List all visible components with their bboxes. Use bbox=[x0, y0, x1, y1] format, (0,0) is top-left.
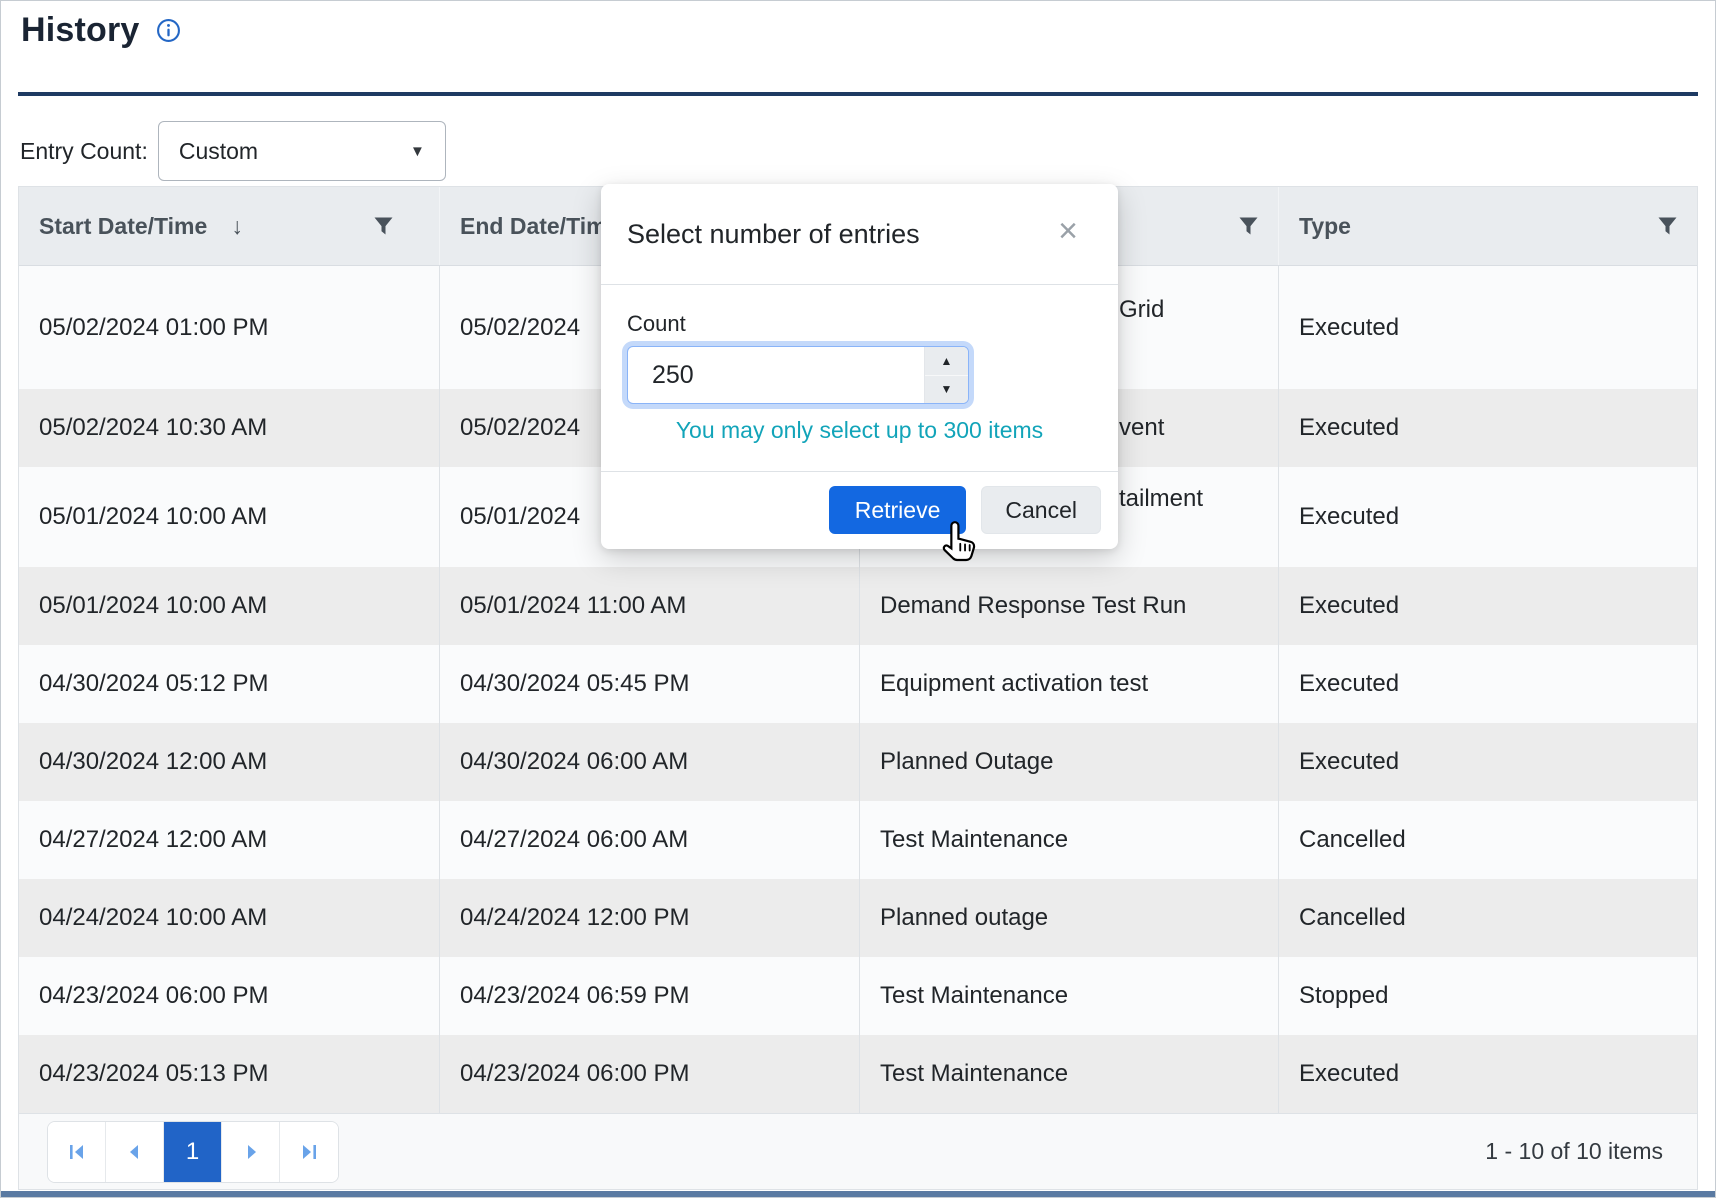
cell-name: Grid bbox=[860, 266, 1279, 389]
cell-end-datetime: 04/24/2024 12:00 PM bbox=[440, 879, 860, 957]
cell-end-datetime: 04/30/2024 06:00 AM bbox=[440, 723, 860, 801]
cell-type: Cancelled bbox=[1299, 904, 1406, 931]
filter-icon[interactable] bbox=[374, 217, 393, 235]
table-row: 04/24/2024 10:00 AM 04/24/2024 12:00 PM … bbox=[19, 879, 1697, 957]
close-icon[interactable]: × bbox=[1058, 212, 1078, 250]
cell-start-datetime: 05/01/2024 10:00 AM bbox=[19, 467, 440, 567]
last-page-icon bbox=[303, 1144, 316, 1159]
cell-start-datetime: 04/24/2024 10:00 AM bbox=[19, 879, 440, 957]
entry-count-value: Custom bbox=[178, 137, 259, 164]
cell-name: Test Maintenance bbox=[860, 1035, 1279, 1113]
first-page-button[interactable] bbox=[48, 1121, 106, 1182]
cell-type: Stopped bbox=[1299, 982, 1389, 1009]
filter-icon[interactable] bbox=[1658, 217, 1677, 235]
cell-name: tailment bbox=[860, 467, 1279, 567]
prev-page-icon bbox=[129, 1144, 138, 1159]
last-page-button[interactable] bbox=[280, 1121, 338, 1182]
table-row: 04/30/2024 05:12 PM 04/30/2024 05:45 PM … bbox=[19, 645, 1697, 723]
entry-count-row: Entry Count: Custom ▼ bbox=[20, 121, 446, 181]
bottom-divider bbox=[1, 1191, 1715, 1197]
cell-type: Cancelled bbox=[1299, 826, 1406, 853]
cell-end-datetime: 04/23/2024 06:00 PM bbox=[440, 1035, 860, 1113]
cell-end-datetime: 05/01/2024 11:00 AM bbox=[440, 567, 860, 645]
cell-type: Executed bbox=[1299, 503, 1400, 530]
arrow-up-icon: ▲ bbox=[940, 353, 953, 368]
table-row: 04/23/2024 06:00 PM 04/23/2024 06:59 PM … bbox=[19, 957, 1697, 1035]
cell-type: Executed bbox=[1299, 414, 1400, 441]
count-numeric-field: ▲ ▼ bbox=[627, 346, 969, 404]
entry-count-dropdown[interactable]: Custom ▼ bbox=[157, 121, 446, 181]
cell-end-datetime: 04/23/2024 06:59 PM bbox=[440, 957, 860, 1035]
cell-name: Planned Outage bbox=[860, 723, 1279, 801]
pagination-bar: 1 1 - 10 of 10 items bbox=[19, 1113, 1697, 1189]
cell-type: Executed bbox=[1299, 592, 1400, 619]
pager-info: 1 - 10 of 10 items bbox=[1485, 1138, 1663, 1164]
count-spinner: ▲ ▼ bbox=[924, 347, 968, 403]
cell-name: Test Maintenance bbox=[860, 801, 1279, 879]
spinner-up-button[interactable]: ▲ bbox=[925, 347, 968, 376]
dialog-title: Select number of entries bbox=[627, 218, 920, 249]
sort-desc-icon: ↓ bbox=[231, 212, 243, 239]
title-divider bbox=[18, 92, 1698, 96]
table-row: 04/23/2024 05:13 PM 04/23/2024 06:00 PM … bbox=[19, 1035, 1697, 1113]
cell-start-datetime: 05/02/2024 01:00 PM bbox=[19, 266, 440, 389]
cell-type: Executed bbox=[1299, 1060, 1400, 1087]
cell-name: Test Maintenance bbox=[860, 957, 1279, 1035]
column-header[interactable]: ↓ bbox=[860, 187, 1279, 265]
table-row: 04/30/2024 12:00 AM 04/30/2024 06:00 AM … bbox=[19, 723, 1697, 801]
dialog-footer: Retrieve Cancel bbox=[601, 471, 1118, 548]
cell-end-datetime: 04/27/2024 06:00 AM bbox=[440, 801, 860, 879]
column-header-label: End Date/Time bbox=[460, 212, 620, 239]
cell-start-datetime: 05/01/2024 10:00 AM bbox=[19, 567, 440, 645]
cell-start-datetime: 04/23/2024 06:00 PM bbox=[19, 957, 440, 1035]
count-label: Count bbox=[627, 311, 686, 336]
cell-type: Executed bbox=[1299, 748, 1400, 775]
table-row: 04/27/2024 12:00 AM 04/27/2024 06:00 AM … bbox=[19, 801, 1697, 879]
cell-start-datetime: 04/30/2024 12:00 AM bbox=[19, 723, 440, 801]
max-items-hint: You may only select up to 300 items bbox=[675, 417, 1044, 443]
entry-count-label: Entry Count: bbox=[20, 137, 148, 164]
select-entries-dialog: Select number of entries × Count ▲ ▼ You… bbox=[601, 184, 1118, 549]
cell-end-datetime: 04/30/2024 05:45 PM bbox=[440, 645, 860, 723]
next-page-icon bbox=[247, 1144, 256, 1159]
dialog-body: Count ▲ ▼ You may only select up to 300 … bbox=[601, 285, 1118, 471]
cell-type: Executed bbox=[1299, 670, 1400, 697]
chevron-down-icon: ▼ bbox=[409, 142, 425, 160]
arrow-down-icon: ▼ bbox=[940, 382, 953, 397]
prev-page-button[interactable] bbox=[106, 1121, 164, 1182]
count-input[interactable] bbox=[628, 359, 904, 391]
table-row: 05/01/2024 10:00 AM 05/01/2024 11:00 AM … bbox=[19, 567, 1697, 645]
page-header: History bbox=[21, 11, 181, 50]
info-icon[interactable] bbox=[156, 18, 181, 43]
spinner-down-button[interactable]: ▼ bbox=[925, 375, 968, 403]
column-header[interactable]: Type ↓ bbox=[1279, 187, 1697, 265]
filter-icon[interactable] bbox=[1239, 217, 1258, 235]
hand-cursor-icon bbox=[942, 521, 976, 562]
page-1-button[interactable]: 1 bbox=[164, 1121, 222, 1182]
cell-name: Demand Response Test Run bbox=[860, 567, 1279, 645]
cell-name: Planned outage bbox=[860, 879, 1279, 957]
cancel-button[interactable]: Cancel bbox=[981, 486, 1101, 534]
page-title: History bbox=[21, 11, 140, 49]
first-page-icon bbox=[69, 1144, 83, 1159]
cell-start-datetime: 05/02/2024 10:30 AM bbox=[19, 389, 440, 467]
column-header-label: Type bbox=[1299, 212, 1351, 239]
cell-type: Executed bbox=[1299, 313, 1400, 341]
pager-buttons: 1 bbox=[47, 1120, 339, 1183]
cell-start-datetime: 04/23/2024 05:13 PM bbox=[19, 1035, 440, 1113]
cell-name: Equipment activation test bbox=[860, 645, 1279, 723]
next-page-button[interactable] bbox=[222, 1121, 280, 1182]
retrieve-button[interactable]: Retrieve bbox=[828, 486, 967, 534]
cell-start-datetime: 04/30/2024 05:12 PM bbox=[19, 645, 440, 723]
column-header[interactable]: Start Date/Time ↓ bbox=[19, 187, 440, 265]
cell-start-datetime: 04/27/2024 12:00 AM bbox=[19, 801, 440, 879]
dialog-header: Select number of entries bbox=[601, 184, 1118, 285]
cell-name: vent bbox=[860, 389, 1279, 467]
column-header-label: Start Date/Time bbox=[39, 212, 208, 239]
